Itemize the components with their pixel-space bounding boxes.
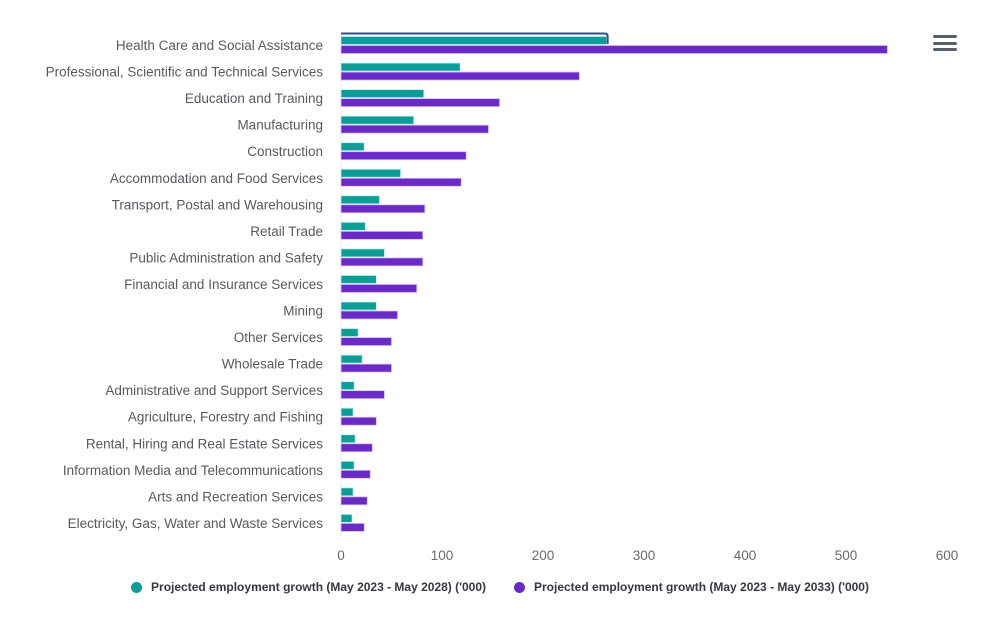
category-label: Public Administration and Safety <box>129 250 323 265</box>
bar-2028[interactable] <box>340 221 366 231</box>
bar-2033[interactable] <box>340 204 426 214</box>
legend-label-2028: Projected employment growth (May 2023 - … <box>151 580 486 594</box>
category-label: Agriculture, Forestry and Fishing <box>128 410 323 425</box>
x-tick-label: 500 <box>835 548 858 563</box>
category-label: Other Services <box>234 330 324 345</box>
bar-2033[interactable] <box>340 310 398 320</box>
category-label: Financial and Insurance Services <box>124 277 323 292</box>
bar-2033[interactable] <box>340 496 368 506</box>
category-label: Administrative and Support Services <box>105 383 323 398</box>
legend-label-2033: Projected employment growth (May 2023 - … <box>534 580 869 594</box>
bar-2028[interactable] <box>340 328 359 337</box>
bar-2033[interactable] <box>340 443 373 453</box>
bar-2033[interactable] <box>340 71 580 81</box>
bar-2033[interactable] <box>340 363 392 373</box>
bar-2028[interactable] <box>340 62 461 72</box>
legend: Projected employment growth (May 2023 - … <box>0 580 1000 594</box>
bar-2033[interactable] <box>340 124 489 134</box>
hover-highlight-outline <box>341 32 609 44</box>
bar-2033[interactable] <box>340 45 888 54</box>
category-label: Accommodation and Food Services <box>110 171 323 186</box>
bar-2028[interactable] <box>340 248 385 258</box>
category-label: Construction <box>247 144 323 159</box>
bar-2028[interactable] <box>340 354 363 364</box>
bar-2028[interactable] <box>340 89 425 98</box>
bar-2028[interactable] <box>340 168 401 178</box>
legend-item-2033[interactable]: Projected employment growth (May 2023 - … <box>514 580 869 594</box>
bar-2033[interactable] <box>340 469 371 479</box>
bar-2033[interactable] <box>340 523 365 532</box>
category-label: Arts and Recreation Services <box>148 489 323 504</box>
category-label: Professional, Scientific and Technical S… <box>46 65 324 80</box>
bar-2033[interactable] <box>340 98 500 107</box>
x-tick-label: 200 <box>532 548 555 563</box>
category-label: Information Media and Telecommunications <box>63 463 323 478</box>
bar-2028[interactable] <box>340 487 354 497</box>
bar-2028[interactable] <box>340 195 380 205</box>
bar-2033[interactable] <box>340 284 418 293</box>
bar-2028[interactable] <box>340 381 355 391</box>
category-label: Wholesale Trade <box>222 357 323 372</box>
legend-dot-2033 <box>514 581 525 593</box>
bars <box>340 32 888 537</box>
bar-2028[interactable] <box>340 36 608 45</box>
category-label: Transport, Postal and Warehousing <box>112 197 323 212</box>
bar-2028[interactable] <box>340 275 377 284</box>
hamburger-menu-icon <box>933 35 957 51</box>
category-label: Health Care and Social Assistance <box>116 38 323 53</box>
bar-2028[interactable] <box>340 301 377 311</box>
bar-2028[interactable] <box>340 434 356 444</box>
bar-2028[interactable] <box>340 115 415 125</box>
bar-2028[interactable] <box>340 460 355 470</box>
bar-2033[interactable] <box>340 390 385 400</box>
bar-2033[interactable] <box>340 230 424 240</box>
category-label: Rental, Hiring and Real Estate Services <box>86 436 323 451</box>
category-label: Retail Trade <box>250 224 323 239</box>
x-axis-ticks: 0 100 200 300 400 500 600 <box>337 548 958 563</box>
x-tick-label: 600 <box>936 548 959 563</box>
category-label: Manufacturing <box>237 118 323 133</box>
bar-2028[interactable] <box>340 407 354 417</box>
bar-2033[interactable] <box>340 151 467 161</box>
bar-2028[interactable] <box>340 514 353 523</box>
bar-2033[interactable] <box>340 416 377 426</box>
bar-2033[interactable] <box>340 337 392 346</box>
x-tick-label: 400 <box>734 548 757 563</box>
category-labels: Health Care and Social Assistance Profess… <box>46 38 324 531</box>
bar-2033[interactable] <box>340 257 424 267</box>
legend-dot-2028 <box>131 581 143 593</box>
legend-item-2028[interactable]: Projected employment growth (May 2023 - … <box>131 580 486 594</box>
x-tick-label: 0 <box>337 548 345 563</box>
bar-chart: Health Care and Social Assistance Profess… <box>46 32 958 563</box>
category-label: Mining <box>283 304 323 319</box>
bar-2028[interactable] <box>340 142 365 152</box>
category-label: Education and Training <box>185 91 323 106</box>
x-tick-label: 300 <box>633 548 656 563</box>
category-label: Electricity, Gas, Water and Waste Servic… <box>68 516 324 531</box>
x-tick-label: 100 <box>431 548 454 563</box>
chart-menu-button[interactable] <box>933 35 957 55</box>
bar-2033[interactable] <box>340 177 462 187</box>
